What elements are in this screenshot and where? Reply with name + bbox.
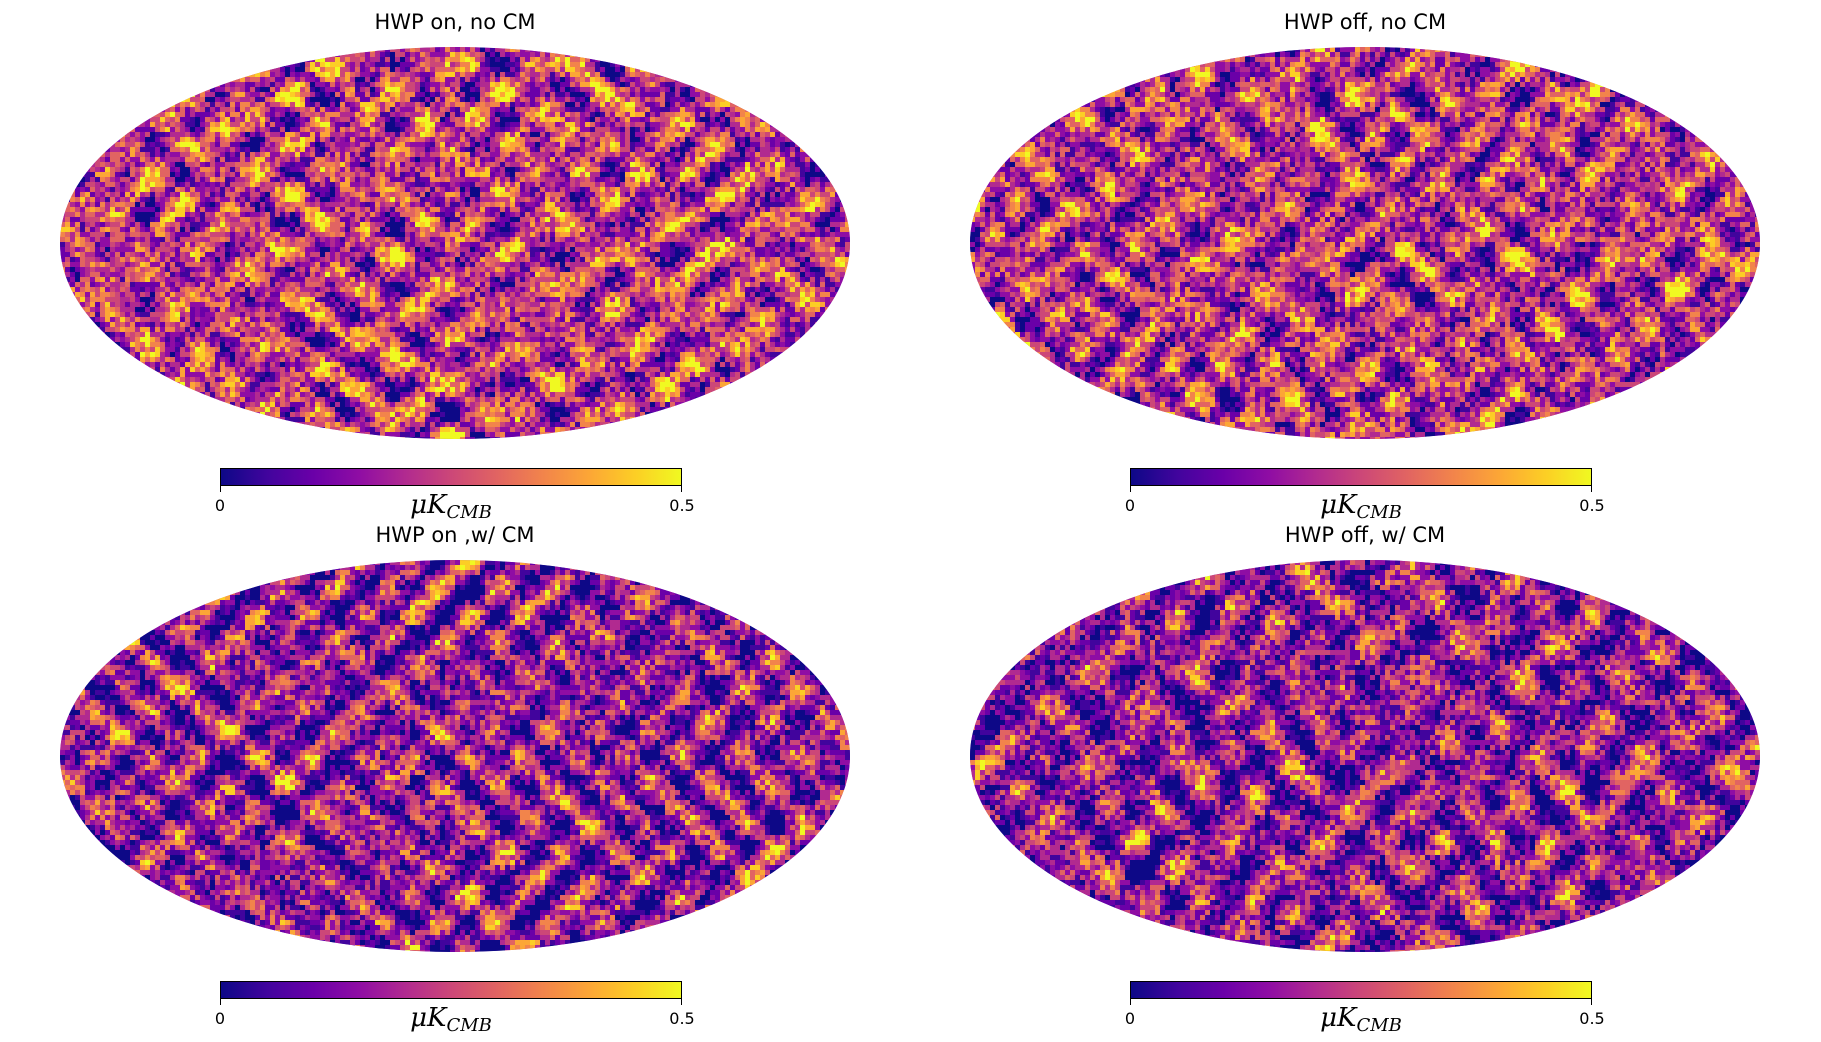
map-panel-hwp-on-no-cm: HWP on, no CM 0 0.5 μKCMB xyxy=(0,0,910,523)
colorbar xyxy=(220,981,682,999)
colorbar-tick-label-min: 0 xyxy=(1125,496,1135,515)
map-panel-hwp-off-w-cm: HWP off, w/ CM 0 0.5 μKCMB xyxy=(910,513,1820,1036)
sky-map-pixels xyxy=(60,560,850,952)
colorbar-label: μKCMB xyxy=(220,490,682,523)
mollweide-map xyxy=(970,47,1760,439)
map-panel-hwp-on-w-cm: HWP on ,w/ CM 0 0.5 μKCMB xyxy=(0,513,910,1036)
sky-map-pixels xyxy=(970,560,1760,952)
colorbar-tick-label-max: 0.5 xyxy=(669,1009,694,1028)
colorbar xyxy=(1130,981,1592,999)
colorbar-tick-min xyxy=(1130,999,1131,1005)
colorbar-tick-max xyxy=(681,486,682,492)
colorbar-tick-min xyxy=(220,999,221,1005)
colorbar xyxy=(1130,468,1592,486)
colorbar-tick-label-max: 0.5 xyxy=(669,496,694,515)
mollweide-map xyxy=(60,560,850,952)
mollweide-map xyxy=(970,560,1760,952)
colorbar-tick-label-min: 0 xyxy=(215,496,225,515)
colorbar-tick-label-min: 0 xyxy=(1125,1009,1135,1028)
colorbar-tick-max xyxy=(1591,999,1592,1005)
colorbar xyxy=(220,468,682,486)
sky-map-pixels xyxy=(970,47,1760,439)
sky-map-pixels xyxy=(60,47,850,439)
colorbar-label: μKCMB xyxy=(1130,490,1592,523)
colorbar-tick-max xyxy=(1591,486,1592,492)
panel-title: HWP off, no CM xyxy=(910,10,1820,34)
colorbar-tick-label-max: 0.5 xyxy=(1579,1009,1604,1028)
panel-title: HWP off, w/ CM xyxy=(910,523,1820,547)
map-panel-hwp-off-no-cm: HWP off, no CM 0 0.5 μKCMB xyxy=(910,0,1820,523)
mollweide-map xyxy=(60,47,850,439)
panel-title: HWP on, no CM xyxy=(0,10,910,34)
colorbar-tick-min xyxy=(1130,486,1131,492)
colorbar-tick-label-min: 0 xyxy=(215,1009,225,1028)
colorbar-tick-max xyxy=(681,999,682,1005)
colorbar-label: μKCMB xyxy=(220,1003,682,1036)
panel-title: HWP on ,w/ CM xyxy=(0,523,910,547)
colorbar-tick-label-max: 0.5 xyxy=(1579,496,1604,515)
colorbar-tick-min xyxy=(220,486,221,492)
colorbar-label: μKCMB xyxy=(1130,1003,1592,1036)
